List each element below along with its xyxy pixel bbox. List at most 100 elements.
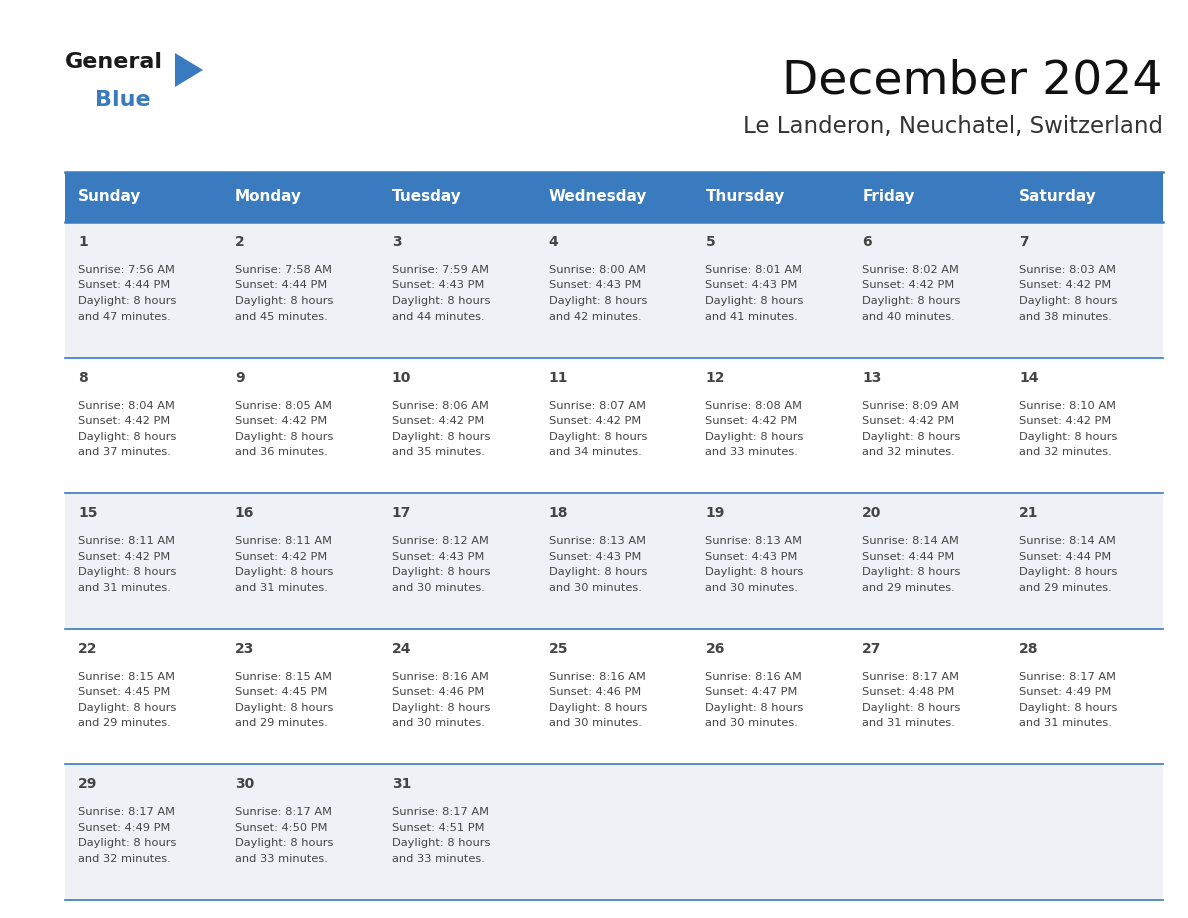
- Text: Sunrise: 8:16 AM: Sunrise: 8:16 AM: [706, 672, 802, 682]
- Text: Sunset: 4:47 PM: Sunset: 4:47 PM: [706, 688, 798, 698]
- Text: 23: 23: [235, 642, 254, 655]
- Bar: [222, 629, 379, 765]
- Text: Daylight: 8 hours: Daylight: 8 hours: [862, 703, 961, 712]
- Text: 31: 31: [392, 778, 411, 791]
- Bar: [379, 172, 536, 222]
- Text: Daylight: 8 hours: Daylight: 8 hours: [862, 431, 961, 442]
- Bar: [379, 629, 536, 765]
- Text: 24: 24: [392, 642, 411, 655]
- Bar: [849, 629, 1006, 765]
- Text: Daylight: 8 hours: Daylight: 8 hours: [706, 567, 804, 577]
- Bar: [693, 629, 849, 765]
- Text: Sunset: 4:43 PM: Sunset: 4:43 PM: [706, 552, 798, 562]
- Text: Sunset: 4:42 PM: Sunset: 4:42 PM: [78, 552, 170, 562]
- Text: and 30 minutes.: and 30 minutes.: [549, 718, 642, 728]
- Text: and 29 minutes.: and 29 minutes.: [235, 718, 328, 728]
- Text: Daylight: 8 hours: Daylight: 8 hours: [235, 431, 333, 442]
- Text: Thursday: Thursday: [706, 189, 785, 205]
- Text: Sunset: 4:42 PM: Sunset: 4:42 PM: [78, 416, 170, 426]
- Text: Sunset: 4:42 PM: Sunset: 4:42 PM: [235, 552, 327, 562]
- Bar: [849, 358, 1006, 493]
- Text: Daylight: 8 hours: Daylight: 8 hours: [549, 296, 647, 306]
- Text: Sunrise: 8:17 AM: Sunrise: 8:17 AM: [1019, 672, 1117, 682]
- Bar: [379, 493, 536, 629]
- Text: Sunset: 4:42 PM: Sunset: 4:42 PM: [706, 416, 797, 426]
- Bar: [1006, 629, 1163, 765]
- Bar: [693, 765, 849, 900]
- Bar: [222, 358, 379, 493]
- Text: Sunrise: 8:06 AM: Sunrise: 8:06 AM: [392, 400, 488, 410]
- Text: Sunrise: 8:03 AM: Sunrise: 8:03 AM: [1019, 265, 1117, 275]
- Text: Daylight: 8 hours: Daylight: 8 hours: [392, 431, 491, 442]
- Bar: [693, 493, 849, 629]
- Bar: [379, 765, 536, 900]
- Text: Saturday: Saturday: [1019, 189, 1097, 205]
- Text: Daylight: 8 hours: Daylight: 8 hours: [235, 703, 333, 712]
- Text: Sunset: 4:49 PM: Sunset: 4:49 PM: [78, 823, 170, 833]
- Text: Sunrise: 8:11 AM: Sunrise: 8:11 AM: [235, 536, 331, 546]
- Text: Daylight: 8 hours: Daylight: 8 hours: [549, 431, 647, 442]
- Bar: [379, 222, 536, 358]
- Text: Friday: Friday: [862, 189, 915, 205]
- Bar: [536, 765, 693, 900]
- Text: Sunrise: 8:05 AM: Sunrise: 8:05 AM: [235, 400, 331, 410]
- Text: 3: 3: [392, 235, 402, 249]
- Bar: [849, 765, 1006, 900]
- Text: 15: 15: [78, 506, 97, 521]
- Polygon shape: [175, 53, 203, 87]
- Text: 18: 18: [549, 506, 568, 521]
- Text: Sunset: 4:43 PM: Sunset: 4:43 PM: [392, 552, 484, 562]
- Text: December 2024: December 2024: [783, 58, 1163, 103]
- Text: Sunrise: 8:08 AM: Sunrise: 8:08 AM: [706, 400, 802, 410]
- Text: Tuesday: Tuesday: [392, 189, 461, 205]
- Text: Daylight: 8 hours: Daylight: 8 hours: [392, 296, 491, 306]
- Text: 9: 9: [235, 371, 245, 385]
- Text: Sunrise: 8:17 AM: Sunrise: 8:17 AM: [235, 808, 331, 817]
- Text: Sunset: 4:42 PM: Sunset: 4:42 PM: [1019, 416, 1112, 426]
- Text: and 35 minutes.: and 35 minutes.: [392, 447, 485, 457]
- Text: and 34 minutes.: and 34 minutes.: [549, 447, 642, 457]
- Text: Daylight: 8 hours: Daylight: 8 hours: [1019, 431, 1118, 442]
- Text: and 32 minutes.: and 32 minutes.: [78, 854, 171, 864]
- Bar: [222, 172, 379, 222]
- Text: Sunrise: 8:11 AM: Sunrise: 8:11 AM: [78, 536, 175, 546]
- Text: Daylight: 8 hours: Daylight: 8 hours: [706, 296, 804, 306]
- Text: Daylight: 8 hours: Daylight: 8 hours: [549, 567, 647, 577]
- Text: and 44 minutes.: and 44 minutes.: [392, 311, 485, 321]
- Text: and 33 minutes.: and 33 minutes.: [392, 854, 485, 864]
- Bar: [65, 222, 222, 358]
- Bar: [379, 358, 536, 493]
- Text: 13: 13: [862, 371, 881, 385]
- Text: Sunrise: 8:07 AM: Sunrise: 8:07 AM: [549, 400, 645, 410]
- Text: 5: 5: [706, 235, 715, 249]
- Text: Sunset: 4:42 PM: Sunset: 4:42 PM: [862, 416, 954, 426]
- Text: 19: 19: [706, 506, 725, 521]
- Text: Sunday: Sunday: [78, 189, 141, 205]
- Text: 20: 20: [862, 506, 881, 521]
- Text: Sunset: 4:43 PM: Sunset: 4:43 PM: [549, 552, 642, 562]
- Text: Daylight: 8 hours: Daylight: 8 hours: [862, 296, 961, 306]
- Text: Sunrise: 8:17 AM: Sunrise: 8:17 AM: [392, 808, 488, 817]
- Text: 28: 28: [1019, 642, 1038, 655]
- Text: Sunrise: 8:17 AM: Sunrise: 8:17 AM: [78, 808, 175, 817]
- Bar: [693, 222, 849, 358]
- Text: and 30 minutes.: and 30 minutes.: [392, 718, 485, 728]
- Text: 29: 29: [78, 778, 97, 791]
- Text: 6: 6: [862, 235, 872, 249]
- Text: Daylight: 8 hours: Daylight: 8 hours: [78, 431, 176, 442]
- Text: Sunset: 4:44 PM: Sunset: 4:44 PM: [235, 281, 327, 290]
- Text: and 29 minutes.: and 29 minutes.: [1019, 583, 1112, 593]
- Text: 21: 21: [1019, 506, 1038, 521]
- Text: and 29 minutes.: and 29 minutes.: [78, 718, 171, 728]
- Text: Sunrise: 8:10 AM: Sunrise: 8:10 AM: [1019, 400, 1117, 410]
- Text: and 31 minutes.: and 31 minutes.: [1019, 718, 1112, 728]
- Text: Daylight: 8 hours: Daylight: 8 hours: [392, 838, 491, 848]
- Text: Sunrise: 8:15 AM: Sunrise: 8:15 AM: [78, 672, 175, 682]
- Text: 10: 10: [392, 371, 411, 385]
- Bar: [536, 493, 693, 629]
- Bar: [1006, 493, 1163, 629]
- Text: Daylight: 8 hours: Daylight: 8 hours: [392, 567, 491, 577]
- Text: and 32 minutes.: and 32 minutes.: [1019, 447, 1112, 457]
- Text: and 33 minutes.: and 33 minutes.: [235, 854, 328, 864]
- Bar: [693, 172, 849, 222]
